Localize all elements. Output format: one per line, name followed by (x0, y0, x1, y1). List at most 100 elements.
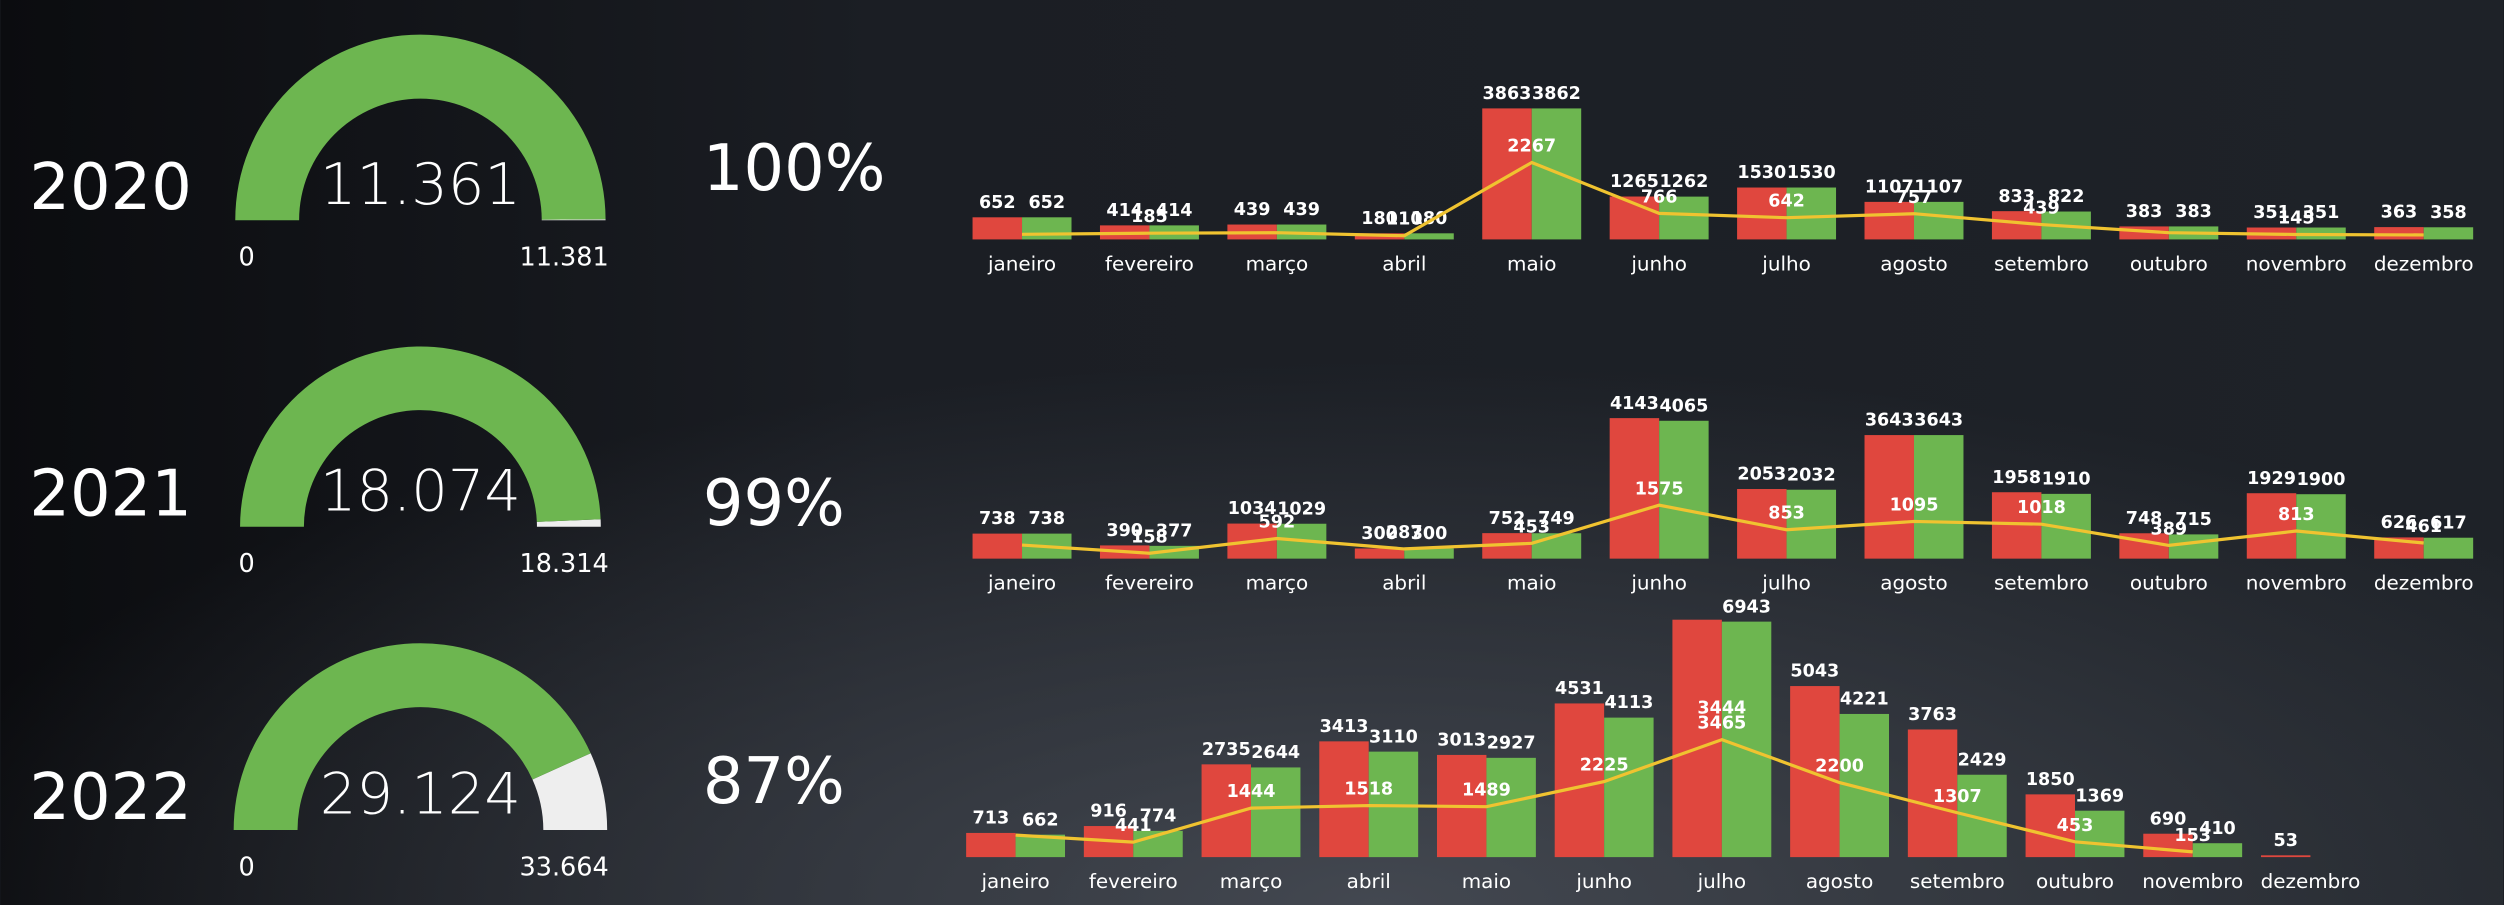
bar-label: 715 (2175, 510, 2212, 530)
bar-label: 626 (2381, 513, 2418, 533)
bar (1786, 489, 1837, 559)
line-label: 1018 (2017, 498, 2066, 518)
line-label: 592 (1259, 513, 1296, 533)
x-tick-label: outubro (2036, 869, 2114, 893)
x-tick-label: janeiro (980, 869, 1049, 893)
gauge-fill (233, 643, 591, 830)
bar-label: 738 (979, 509, 1016, 529)
x-tick-label: dezembro (2261, 869, 2361, 893)
x-tick-label: outubro (2130, 251, 2208, 275)
line-label: 1307 (1933, 787, 1982, 807)
bar-label: 4143 (1610, 394, 1659, 414)
bar (1737, 187, 1787, 240)
gauge-value: 29.124 (320, 761, 521, 828)
bar-label: 3863 (1483, 84, 1532, 104)
bar-label: 1029 (1277, 499, 1326, 519)
percent-label: 99% (703, 467, 845, 541)
line-label: 3465 (1697, 714, 1746, 734)
x-tick-label: março (1246, 571, 1309, 595)
bar-label: 1369 (2075, 786, 2124, 806)
line (1021, 503, 2424, 555)
bar-label: 748 (2126, 509, 2163, 529)
gauge-min: 0 (238, 852, 254, 882)
x-tick-label: fevereiro (1089, 869, 1178, 893)
year-label: 2021 (29, 458, 191, 532)
bar-label: 3013 (1437, 731, 1486, 751)
x-tick-label: março (1246, 251, 1309, 275)
bar-label: 5043 (1790, 662, 1839, 682)
line-label: 158 (1131, 527, 1168, 547)
bar-label: 300 (1411, 524, 1448, 544)
line-label: 1095 (1890, 496, 1939, 516)
gauge-max: 11.381 (519, 243, 608, 273)
bar-label: 351 (2253, 203, 2290, 223)
line-label: 145 (2278, 209, 2315, 229)
bar-label: 1929 (2247, 469, 2296, 489)
x-tick-label: dezembro (2374, 251, 2474, 275)
gauge-track (536, 519, 601, 527)
bar (1015, 834, 1066, 858)
bar-label: 1958 (1992, 468, 2041, 488)
x-tick-label: abril (1382, 251, 1426, 275)
bar-label: 822 (2048, 187, 2085, 207)
x-tick-label: agosto (1880, 251, 1947, 275)
bar (1486, 757, 1536, 858)
line-label: 2200 (1815, 757, 1864, 777)
x-tick-label: setembro (1994, 571, 2089, 595)
bar-label: 383 (2126, 202, 2163, 222)
bar-label: 617 (2430, 513, 2467, 533)
line (1015, 737, 2193, 854)
gauge-track (541, 219, 606, 221)
line-label: 441 (1115, 816, 1152, 836)
bar-label: 752 (1489, 509, 1526, 529)
bar (1251, 767, 1301, 858)
bar (966, 832, 1016, 858)
x-tick-label: julho (1761, 251, 1811, 275)
bar (2074, 810, 2125, 858)
bar-label: 377 (1156, 521, 1193, 541)
gauge-min: 0 (238, 243, 254, 273)
bar (1864, 201, 1914, 240)
bar (1404, 233, 1454, 240)
bar-label: 1262 (1659, 172, 1708, 192)
bar (1864, 435, 1914, 559)
x-tick-label: novembro (2246, 251, 2347, 275)
x-tick-label: agosto (1880, 571, 1947, 595)
bar (972, 217, 1023, 240)
bar-label: 53 (2273, 831, 2297, 851)
bar (972, 533, 1023, 559)
gauge-value: 18.074 (320, 457, 521, 524)
line-label: 1518 (1344, 780, 1393, 800)
line-label: 1444 (1227, 782, 1276, 802)
percent-label: 87% (703, 745, 845, 819)
x-tick-label: maio (1462, 869, 1511, 893)
bar (1609, 418, 1660, 559)
year-label: 2022 (29, 761, 191, 835)
x-tick-label: setembro (1910, 869, 2005, 893)
bar-label: 3763 (1908, 705, 1957, 725)
line-label: 1489 (1462, 781, 1511, 801)
bar (1913, 435, 1964, 559)
bar-label: 351 (2303, 203, 2340, 223)
bar-label: 3643 (1865, 411, 1914, 431)
gauge-max: 33.664 (519, 852, 608, 882)
bar (1659, 196, 1709, 240)
line-label: 853 (1768, 504, 1805, 524)
bar (1022, 217, 1072, 240)
x-tick-label: janeiro (987, 251, 1056, 275)
gauge-min: 0 (238, 549, 254, 579)
gauge-fill (235, 34, 606, 221)
bar-label: 1107 (1865, 178, 1914, 198)
bar-label: 3110 (1369, 727, 1418, 747)
bar (2168, 534, 2219, 559)
bar (1604, 717, 1654, 858)
bar-label: 414 (1156, 201, 1193, 221)
bar-label: 2927 (1487, 733, 1536, 753)
bar (1721, 621, 1772, 858)
bar-label: 1910 (2042, 469, 2091, 489)
x-tick-label: julho (1761, 571, 1811, 595)
annotation: 3444 (1697, 699, 1746, 719)
bar-label: 1530 (1787, 163, 1836, 183)
